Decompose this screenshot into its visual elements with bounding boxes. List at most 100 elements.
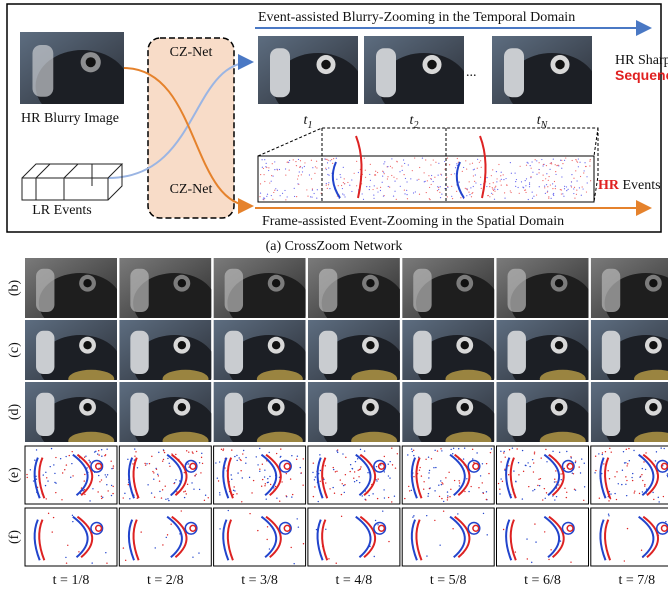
event-dot	[66, 464, 67, 465]
event-dot	[271, 175, 272, 176]
event-dot	[546, 492, 547, 493]
event-dot	[469, 181, 470, 182]
event-dot	[645, 469, 646, 470]
event-dot	[187, 484, 188, 485]
event-dot	[480, 475, 481, 476]
event-dot	[268, 167, 269, 168]
event-frame	[402, 508, 494, 566]
event-dot	[628, 448, 629, 449]
event-dot	[454, 480, 455, 481]
eye	[366, 403, 374, 411]
event-dot	[89, 461, 90, 462]
event-dot	[135, 451, 136, 452]
event-dot	[489, 186, 490, 187]
cube-front	[22, 178, 108, 200]
event-dot	[356, 161, 357, 162]
frame-subscript: N	[540, 120, 549, 131]
event-dot	[336, 471, 337, 472]
event-dot	[60, 458, 61, 459]
event-dot	[408, 486, 409, 487]
event-dot	[559, 452, 560, 453]
event-dot	[325, 529, 326, 530]
event-dot	[457, 513, 458, 514]
event-dot	[315, 476, 316, 477]
event-dot	[297, 183, 298, 184]
event-dot	[492, 169, 493, 170]
event-dot	[169, 463, 170, 464]
event-dot	[533, 462, 534, 463]
event-dot	[583, 172, 584, 173]
event-dot	[608, 515, 609, 516]
event-dot	[519, 193, 520, 194]
event-dot	[319, 454, 320, 455]
event-dot	[184, 497, 185, 498]
event-dot	[391, 175, 392, 176]
event-dot	[574, 489, 575, 490]
event-dot	[518, 462, 519, 463]
event-dot	[351, 191, 352, 192]
event-dot	[175, 479, 176, 480]
event-dot	[384, 161, 385, 162]
event-dot	[459, 485, 460, 486]
event-dot	[325, 482, 326, 483]
event-dot	[231, 449, 232, 450]
event-dot	[500, 175, 501, 176]
event-dot	[324, 158, 325, 159]
event-dot	[520, 166, 521, 167]
event-dot	[477, 168, 478, 169]
event-dot	[296, 165, 297, 166]
event-dot	[451, 196, 452, 197]
event-dot	[447, 196, 448, 197]
event-dot	[377, 478, 378, 479]
event-dot	[653, 499, 654, 500]
event-dot	[30, 469, 31, 470]
event-dot	[464, 491, 465, 492]
event-frame	[591, 508, 668, 566]
event-dot	[302, 485, 303, 486]
event-frame	[497, 508, 589, 566]
event-dot	[552, 451, 553, 452]
event-dot	[51, 448, 52, 449]
event-dot	[316, 161, 317, 162]
event-dot	[186, 493, 187, 494]
event-dot	[376, 466, 377, 467]
event-dot	[626, 480, 627, 481]
event-dot	[332, 163, 333, 164]
event-dot	[539, 169, 540, 170]
event-dot	[540, 457, 541, 458]
event-dot	[394, 181, 395, 182]
event-dot	[496, 181, 497, 182]
event-dot	[360, 468, 361, 469]
event-dot	[242, 477, 243, 478]
event-dot	[316, 198, 317, 199]
event-dot	[548, 196, 549, 197]
event-dot	[479, 162, 480, 163]
row-label: (b)	[7, 280, 22, 297]
event-dot	[556, 165, 557, 166]
event-dot	[558, 484, 559, 485]
event-dot	[532, 192, 533, 193]
event-dot	[579, 187, 580, 188]
event-dot	[364, 450, 365, 451]
event-dot	[573, 193, 574, 194]
event-dot	[341, 185, 342, 186]
event-dot	[516, 448, 517, 449]
event-dot	[369, 186, 370, 187]
event-dot	[333, 467, 334, 468]
event-dot	[380, 187, 381, 188]
event-dot	[270, 484, 271, 485]
white-panel	[602, 331, 620, 374]
event-dot	[525, 185, 526, 186]
event-dot	[473, 186, 474, 187]
event-dot	[218, 480, 219, 481]
event-dot	[522, 450, 523, 451]
event-dot	[577, 162, 578, 163]
event-dot	[459, 181, 460, 182]
event-dot	[301, 174, 302, 175]
event-dot	[328, 167, 329, 168]
event-dot	[351, 179, 352, 180]
event-frame	[591, 446, 668, 504]
event-dot	[595, 470, 596, 471]
event-dot	[470, 187, 471, 188]
event-dot	[245, 462, 246, 463]
